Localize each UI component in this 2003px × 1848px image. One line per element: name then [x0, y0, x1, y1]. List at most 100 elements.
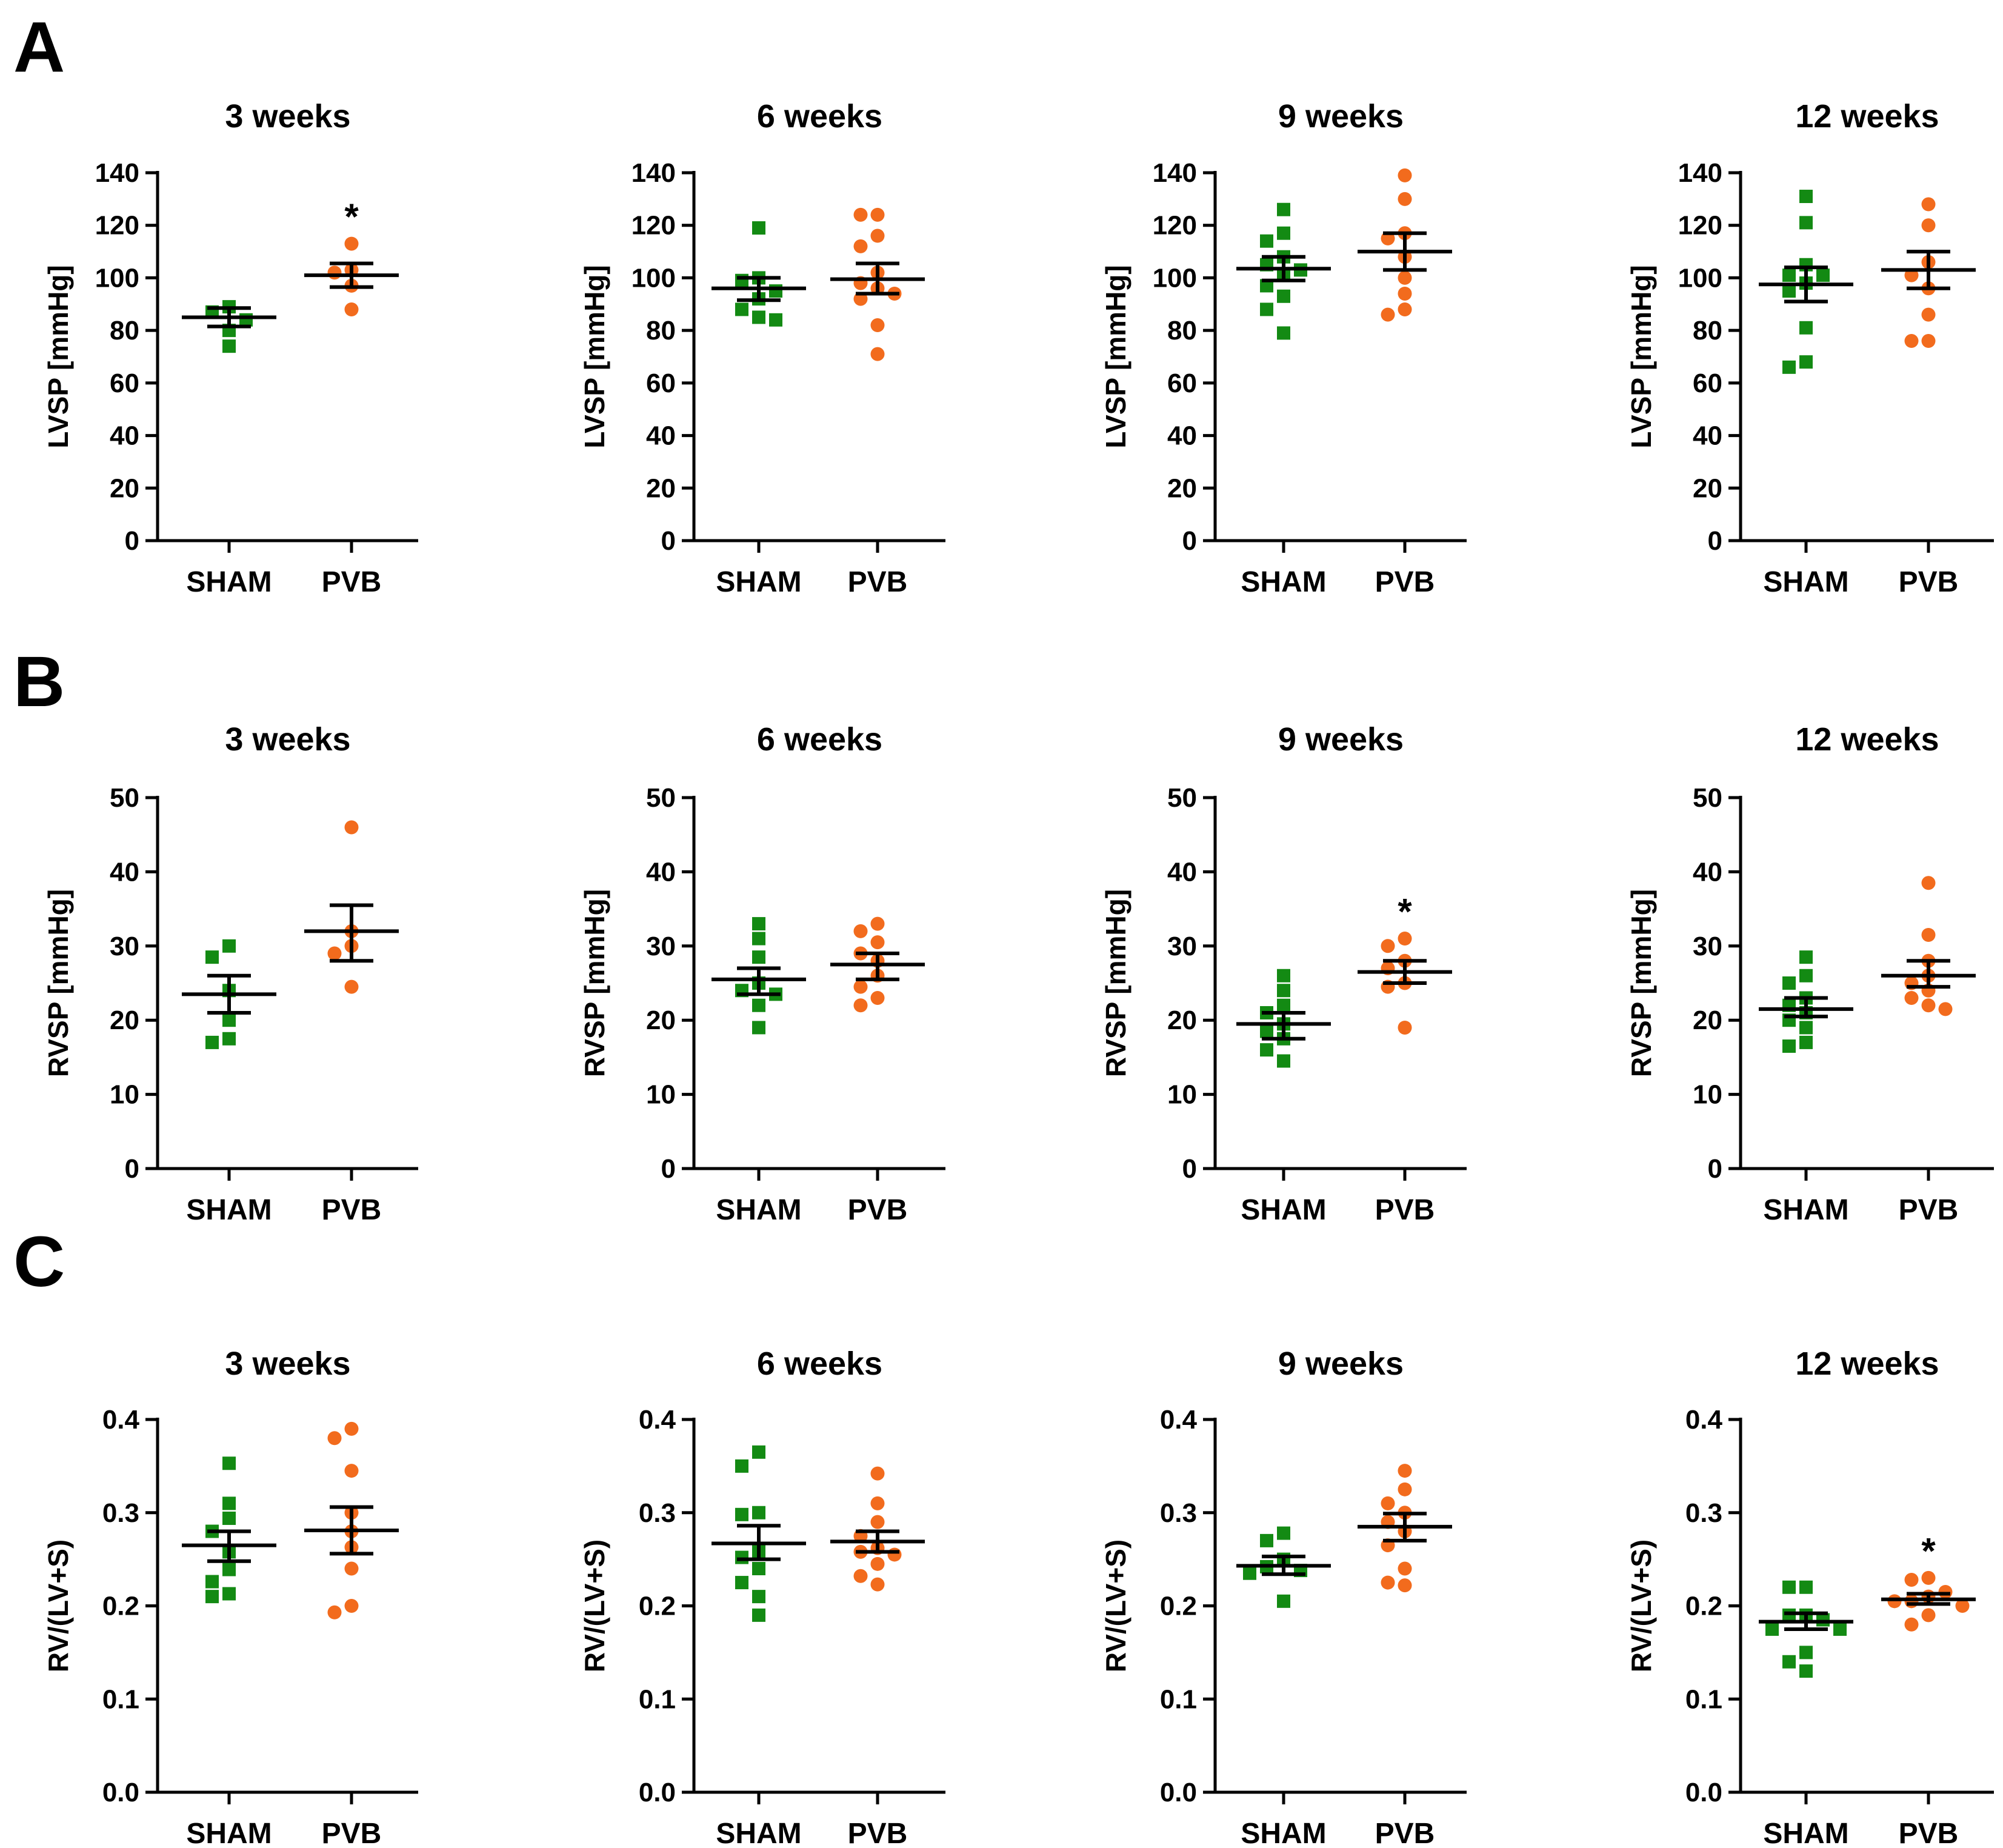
chart-c-1-y-axis-title: RV/(LV+S) [42, 1539, 74, 1672]
chart-b-2-y-axis-title: RVSP [mmHg] [579, 889, 610, 1077]
chart-b-4-point-pvb [1921, 998, 1936, 1013]
chart-c-3-y-tick-label: 0.0 [1160, 1778, 1197, 1807]
chart-b-3-y-tick-label: 20 [1167, 1006, 1197, 1035]
chart-b-2: 6 weeks 0 10 20 30 40 50 RVSP [mmHg] SHAM PVB [579, 721, 945, 1226]
chart-c-2-y-tick-label: 0.0 [639, 1778, 676, 1807]
chart-a-1-category-label-sham: SHAM [186, 566, 272, 598]
chart-a-3-y-tick-label: 120 [1153, 211, 1197, 241]
chart-b-1-category-label-pvb: PVB [322, 1194, 382, 1226]
chart-a-1-point-sham [222, 339, 236, 353]
chart-c-4-significance-pvb: * [1921, 1530, 1936, 1571]
chart-c-3-point-sham [1277, 1594, 1290, 1608]
chart-b-2-y-tick-label: 20 [646, 1006, 676, 1035]
chart-c-1-y-tick-label: 0.4 [102, 1405, 140, 1435]
chart-a-3-category-label-pvb: PVB [1375, 566, 1435, 598]
chart-b-1-y-tick-label: 10 [110, 1080, 139, 1110]
chart-c-2-y-tick-label: 0.2 [639, 1592, 676, 1621]
chart-a-1-y-tick-label: 80 [110, 316, 139, 345]
chart-a-1-y-tick-label: 60 [110, 369, 139, 398]
chart-c-3-category-label-sham: SHAM [1241, 1818, 1326, 1848]
chart-a-1-y-tick-label: 20 [110, 473, 139, 503]
chart-c-2-point-pvb [870, 1496, 885, 1510]
chart-c-3-point-pvb [1381, 1575, 1395, 1590]
chart-c-4: 12 weeks 0.0 0.1 0.2 0.3 0.4 RV/(LV+S) SHAM PVB * [1625, 1346, 1994, 1848]
chart-c-4-point-sham [1816, 1613, 1830, 1627]
chart-b-1-point-pvb [344, 979, 359, 994]
chart-c-1-y-tick-label: 0.2 [102, 1592, 139, 1621]
chart-c-1-y-tick-label: 0.0 [102, 1778, 139, 1807]
chart-a-2-point-pvb [853, 239, 868, 253]
chart-a-2-point-pvb [870, 347, 885, 361]
chart-a-4-point-pvb [1921, 307, 1936, 322]
chart-c-1-category-label-sham: SHAM [186, 1818, 272, 1848]
chart-a-4-point-sham [1816, 269, 1830, 282]
chart-c-3-category-label-pvb: PVB [1375, 1818, 1435, 1848]
chart-a-4-y-tick-label: 60 [1693, 369, 1722, 398]
chart-c-4-point-sham [1799, 1664, 1813, 1678]
chart-c-3-point-sham [1260, 1533, 1273, 1547]
chart-c-3-y-tick-label: 0.1 [1160, 1684, 1197, 1714]
chart-c-3-y-axis-title: RV/(LV+S) [1100, 1539, 1131, 1672]
chart-a-3-y-tick-label: 40 [1167, 421, 1197, 451]
chart-c-4-point-sham [1833, 1622, 1847, 1636]
chart-a-3-category-label-sham: SHAM [1241, 566, 1326, 598]
chart-a-3-y-tick-label: 60 [1167, 369, 1197, 398]
chart-a-3-point-sham [1277, 289, 1290, 303]
chart-c-4-category-label-pvb: PVB [1899, 1818, 1959, 1848]
chart-c-3-point-pvb [1398, 1578, 1412, 1593]
chart-c-1-point-sham [205, 1575, 219, 1589]
chart-c-2-y-tick-label: 0.3 [639, 1498, 676, 1528]
chart-a-4-title: 12 weeks [1795, 98, 1939, 135]
chart-a-4-y-tick-label: 20 [1693, 473, 1722, 503]
chart-a-2-y-tick-label: 100 [632, 263, 676, 293]
chart-c-3-y-tick-label: 0.4 [1160, 1405, 1198, 1435]
chart-a-2-y-tick-label: 80 [646, 316, 676, 345]
chart-c-3-y-tick-label: 0.3 [1160, 1498, 1197, 1528]
chart-b-2-y-tick-label: 40 [646, 857, 676, 887]
chart-b-1-point-pvb [327, 946, 342, 961]
chart-c-2-point-pvb [870, 1556, 885, 1571]
chart-b-2-point-pvb [853, 998, 868, 1013]
chart-c-4-point-sham [1799, 1580, 1813, 1594]
chart-a-3-y-tick-label: 0 [1182, 526, 1197, 556]
chart-a-1-y-tick-label: 0 [125, 526, 139, 556]
chart-b-2-point-sham [752, 950, 765, 964]
chart-b-4-point-sham [1782, 1039, 1796, 1053]
chart-b-4-category-label-pvb: PVB [1899, 1194, 1959, 1226]
chart-b-2-y-tick-label: 50 [646, 783, 676, 813]
chart-c-4-point-sham [1799, 1646, 1813, 1660]
chart-b-1: 3 weeks 0 10 20 30 40 50 RVSP [mmHg] SHAM PVB [42, 721, 418, 1226]
chart-b-1-y-axis-title: RVSP [mmHg] [42, 889, 74, 1077]
chart-a-4-point-sham [1799, 190, 1813, 204]
chart-a-3-title: 9 weeks [1278, 98, 1404, 135]
chart-a-1-y-tick-label: 140 [95, 158, 139, 188]
chart-b-1-point-sham [222, 939, 236, 953]
chart-c-4-y-tick-label: 0.0 [1685, 1778, 1722, 1807]
chart-b-2-point-sham [752, 998, 765, 1012]
panel-letter-a: A [13, 7, 65, 87]
chart-b-3-y-tick-label: 0 [1182, 1154, 1197, 1184]
chart-b-3-point-sham [1277, 969, 1290, 982]
chart-b-3-point-pvb [1398, 1020, 1412, 1035]
chart-a-2-category-label-sham: SHAM [716, 566, 801, 598]
chart-a-4-point-sham [1782, 269, 1796, 282]
chart-a-2-point-sham [735, 302, 748, 316]
chart-a-3-point-pvb [1398, 270, 1412, 285]
chart-c-4-y-tick-label: 0.3 [1685, 1498, 1722, 1528]
chart-c-1-point-pvb [327, 1431, 342, 1446]
chart-c-2-point-sham [752, 1590, 765, 1604]
chart-c-3-point-pvb [1398, 1561, 1412, 1576]
chart-a-1-significance-pvb: * [344, 196, 359, 237]
chart-c-4-point-pvb [1904, 1572, 1919, 1587]
chart-a-4-point-pvb [1921, 333, 1936, 348]
chart-a-4: 12 weeks 0 20 40 60 80 100 120 140 LVSP [mmHg] SHA… [1625, 98, 1994, 598]
chart-c-1-point-sham [205, 1590, 219, 1604]
chart-c-1-point-pvb [344, 1599, 359, 1613]
chart-b-2-category-label-pvb: PVB [848, 1194, 908, 1226]
chart-c-2-point-sham [735, 1459, 748, 1473]
chart-c-3-point-pvb [1381, 1496, 1395, 1510]
chart-a-2-point-pvb [853, 207, 868, 222]
chart-c-2-y-tick-label: 0.4 [639, 1405, 676, 1435]
chart-c-3: 9 weeks 0.0 0.1 0.2 0.3 0.4 RV/(LV+S) SHAM PVB [1100, 1346, 1467, 1848]
chart-c-1-y-tick-label: 0.1 [102, 1684, 139, 1714]
